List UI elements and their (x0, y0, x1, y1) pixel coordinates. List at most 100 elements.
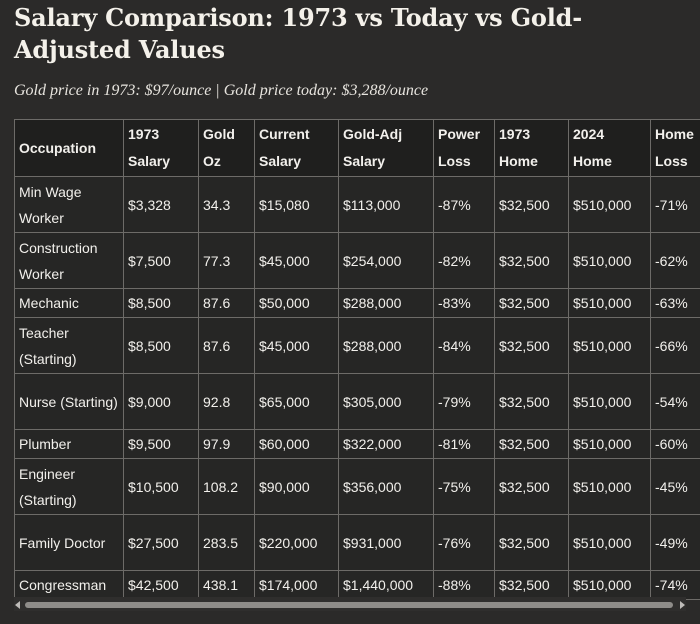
home-1973-cell: $32,500 (494, 176, 569, 233)
gold-oz-cell: 92.8 (198, 373, 255, 430)
column-header-label-line2: Home (499, 153, 538, 169)
salary-1973-cell: $8,500 (123, 317, 199, 374)
column-header-1973-home: 1973 Home (494, 119, 569, 177)
gold-oz-cell: 97.9 (198, 429, 255, 459)
gold-oz-cell: 438.1 (198, 570, 255, 600)
current-salary-cell: $45,000 (254, 232, 339, 289)
column-header-label-line1: 2024 (573, 126, 605, 142)
column-header-2024-home: 2024 Home (568, 119, 651, 177)
column-header-label-line1: Gold (203, 126, 235, 142)
gold-adj-salary-cell: $113,000 (338, 176, 434, 233)
column-header-label-line2: Home (573, 153, 612, 169)
table-row: Engineer (Starting) $10,500 108.2 $90,000 $3… (14, 458, 700, 515)
occupation-cell: Min Wage Worker (14, 176, 124, 233)
home-2024-cell: $510,000 (568, 429, 651, 459)
gold-adj-salary-cell: $305,000 (338, 373, 434, 430)
current-salary-cell: $65,000 (254, 373, 339, 430)
current-salary-cell: $50,000 (254, 288, 339, 318)
occupation-cell: Mechanic (14, 288, 124, 318)
power-loss-cell: -88% (433, 570, 495, 600)
column-header-power-loss: Power Loss (433, 119, 495, 177)
gold-adj-salary-cell: $288,000 (338, 288, 434, 318)
table-row: Construction Worker $7,500 77.3 $45,000 $254… (14, 232, 700, 289)
home-loss-cell: -71% (650, 176, 700, 233)
page-subtitle: Gold price in 1973: $97/ounce | Gold pri… (14, 82, 429, 99)
home-1973-cell: $32,500 (494, 288, 569, 318)
occupation-cell: Construction Worker (14, 232, 124, 289)
salary-1973-cell: $42,500 (123, 570, 199, 600)
power-loss-cell: -81% (433, 429, 495, 459)
home-1973-cell: $32,500 (494, 429, 569, 459)
scrollbar-thumb[interactable] (25, 602, 673, 608)
home-loss-cell: -66% (650, 317, 700, 374)
home-2024-cell: $510,000 (568, 514, 651, 571)
table-row: Family Doctor $27,500 283.5 $220,000 $931,00… (14, 514, 700, 571)
column-header-gold-adj-salary: Gold-Adj Salary (338, 119, 434, 177)
gold-oz-cell: 87.6 (198, 317, 255, 374)
salary-1973-cell: $7,500 (123, 232, 199, 289)
occupation-cell: Plumber (14, 429, 124, 459)
power-loss-cell: -83% (433, 288, 495, 318)
current-salary-cell: $45,000 (254, 317, 339, 374)
gold-adj-salary-cell: $288,000 (338, 317, 434, 374)
gold-oz-cell: 283.5 (198, 514, 255, 571)
home-1973-cell: $32,500 (494, 514, 569, 571)
home-loss-cell: -62% (650, 232, 700, 289)
power-loss-cell: -87% (433, 176, 495, 233)
current-salary-cell: $174,000 (254, 570, 339, 600)
home-loss-cell: -54% (650, 373, 700, 430)
column-header-label-line1: 1973 (128, 126, 160, 142)
salary-1973-cell: $10,500 (123, 458, 199, 515)
table-body: Min Wage Worker $3,328 34.3 $15,080 $113,000… (14, 176, 700, 600)
home-1973-cell: $32,500 (494, 570, 569, 600)
column-header-label-line1: Gold-Adj (343, 126, 403, 142)
gold-oz-cell: 108.2 (198, 458, 255, 515)
column-header-label-line1: Current (259, 126, 310, 142)
power-loss-cell: -84% (433, 317, 495, 374)
occupation-cell: Teacher (Starting) (14, 317, 124, 374)
chevron-left-icon[interactable] (15, 601, 20, 609)
salary-1973-cell: $8,500 (123, 288, 199, 318)
gold-oz-cell: 77.3 (198, 232, 255, 289)
power-loss-cell: -75% (433, 458, 495, 515)
gold-adj-salary-cell: $254,000 (338, 232, 434, 289)
table-header: Occupation 1973 Salary Gold Oz Current Salary G… (14, 119, 700, 177)
home-loss-cell: -60% (650, 429, 700, 459)
salary-1973-cell: $9,500 (123, 429, 199, 459)
home-1973-cell: $32,500 (494, 317, 569, 374)
home-1973-cell: $32,500 (494, 232, 569, 289)
page-title: Salary Comparison: 1973 vs Today vs Gold… (14, 3, 582, 64)
column-header-home-loss: Home Loss (650, 119, 700, 177)
home-1973-cell: $32,500 (494, 373, 569, 430)
current-salary-cell: $60,000 (254, 429, 339, 459)
salary-table: Occupation 1973 Salary Gold Oz Current Salary G… (14, 119, 700, 600)
current-salary-cell: $15,080 (254, 176, 339, 233)
column-header-label-line1: Power (438, 126, 481, 142)
power-loss-cell: -76% (433, 514, 495, 571)
home-2024-cell: $510,000 (568, 176, 651, 233)
power-loss-cell: -79% (433, 373, 495, 430)
gold-adj-salary-cell: $931,000 (338, 514, 434, 571)
column-header-label-line2: Loss (655, 153, 688, 169)
occupation-cell: Nurse (Starting) (14, 373, 124, 430)
table-row: Teacher (Starting) $8,500 87.6 $45,000 $288,… (14, 317, 700, 374)
home-2024-cell: $510,000 (568, 570, 651, 600)
table-row: Nurse (Starting) $9,000 92.8 $65,000 $305,00… (14, 373, 700, 430)
home-loss-cell: -49% (650, 514, 700, 571)
home-2024-cell: $510,000 (568, 458, 651, 515)
column-header-label-line2: Salary (128, 153, 171, 169)
column-header-label-line1: Home (655, 126, 694, 142)
gold-adj-salary-cell: $356,000 (338, 458, 434, 515)
table-scroll-container[interactable]: Occupation 1973 Salary Gold Oz Current Salary G… (14, 119, 700, 611)
gold-adj-salary-cell: $1,440,000 (338, 570, 434, 600)
column-header-1973-salary: 1973 Salary (123, 119, 199, 177)
power-loss-cell: -82% (433, 232, 495, 289)
chevron-right-icon[interactable] (680, 601, 685, 609)
salary-1973-cell: $3,328 (123, 176, 199, 233)
occupation-cell: Congressman (14, 570, 124, 600)
home-1973-cell: $32,500 (494, 458, 569, 515)
current-salary-cell: $220,000 (254, 514, 339, 571)
header-row: Occupation 1973 Salary Gold Oz Current Salary G… (14, 119, 700, 177)
column-header-label-line1: 1973 (499, 126, 531, 142)
